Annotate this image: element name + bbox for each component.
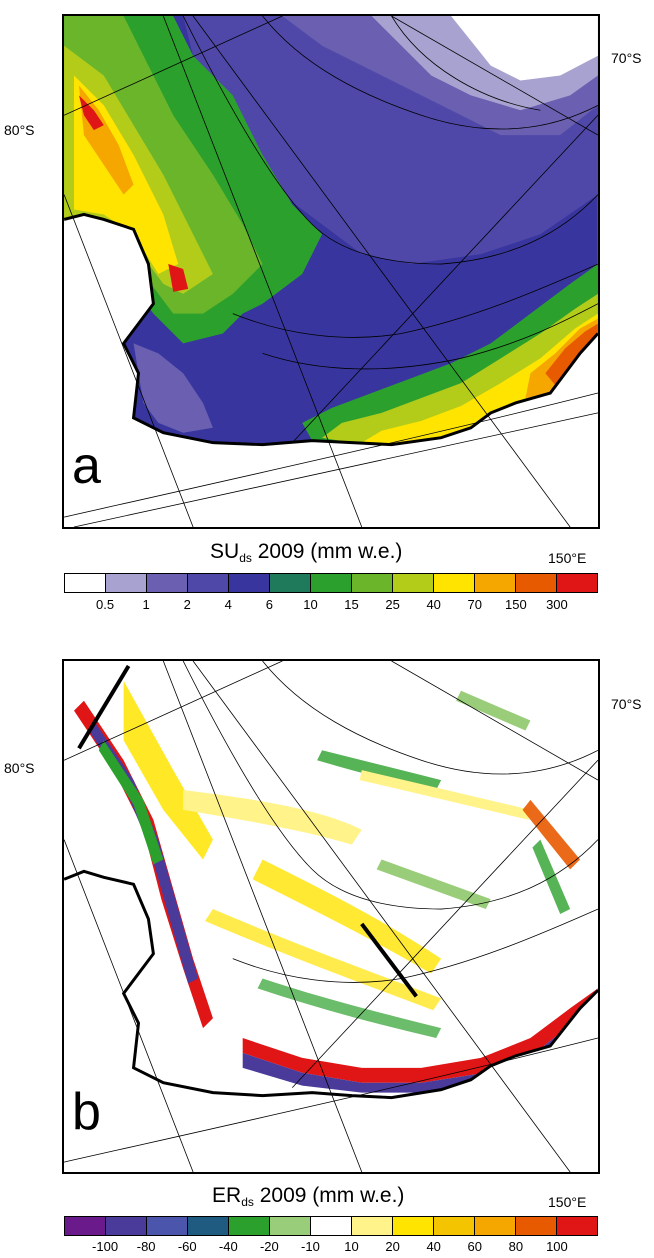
colorbar-swatch <box>106 1217 147 1235</box>
colorbar-tick-label: 60 <box>467 1239 482 1254</box>
colorbar-tick-label: 20 <box>385 1239 400 1254</box>
legend-b-title: ERds 2009 (mm w.e.) <box>212 1184 405 1209</box>
colorbar-swatch <box>557 1217 597 1235</box>
colorbar-tick-label: -40 <box>218 1239 238 1254</box>
colorbar-tick-label: 2 <box>183 597 191 612</box>
map-panel-b <box>62 659 600 1174</box>
lat-label-80s-a: 80°S <box>4 122 35 138</box>
colorbar-tick-label: -100 <box>92 1239 119 1254</box>
colorbar-swatch <box>475 574 516 592</box>
lat-label-80s-b: 80°S <box>4 760 35 776</box>
colorbar-swatch <box>270 574 311 592</box>
colorbar-tick-label: 10 <box>344 1239 359 1254</box>
transect-line-2 <box>360 922 418 998</box>
colorbar-tick-label: 100 <box>546 1239 568 1254</box>
colorbar-tick-label: -80 <box>136 1239 156 1254</box>
colorbar-tick-label: 1 <box>142 597 150 612</box>
colorbar-swatch <box>188 574 229 592</box>
colorbar-swatch <box>147 1217 188 1235</box>
transect-line-1 <box>77 664 131 750</box>
colorbar-swatch <box>229 574 270 592</box>
lat-label-70s-b: 70°S <box>611 696 642 712</box>
lon-label-150e-b: 150°E <box>548 1194 587 1210</box>
colorbar-tick-label: 300 <box>546 597 568 612</box>
colorbar-swatch <box>475 1217 516 1235</box>
map-panel-a <box>62 14 600 529</box>
colorbar-swatch <box>434 1217 475 1235</box>
colorbar-tick-label: 4 <box>224 597 232 612</box>
lon-label-150e-a: 150°E <box>548 550 587 566</box>
colorbar-swatch <box>434 574 475 592</box>
colorbar-tick-label: 6 <box>265 597 273 612</box>
colorbar-tick-label: 0.5 <box>96 597 115 612</box>
colorbar-swatch <box>270 1217 311 1235</box>
colorbar-tick-label: 15 <box>344 597 359 612</box>
colorbar-tick-label: 70 <box>467 597 482 612</box>
colorbar-swatch <box>147 574 188 592</box>
colorbar-tick-label: 40 <box>426 597 441 612</box>
colorbar-tick-label: -20 <box>259 1239 279 1254</box>
colorbar-tick-label: 10 <box>303 597 318 612</box>
panel-a-letter: a <box>72 437 101 495</box>
colorbar-swatch <box>311 574 352 592</box>
colorbar-swatch <box>516 574 557 592</box>
colorbar-tick-label: 80 <box>508 1239 524 1254</box>
lat-label-70s-a: 70°S <box>611 50 642 66</box>
colorbar-swatch <box>65 574 106 592</box>
colorbar-swatch <box>516 1217 557 1235</box>
colorbar-swatch <box>352 574 393 592</box>
colorbar-swatch <box>393 574 434 592</box>
colorbar-swatch <box>311 1217 352 1235</box>
map-a-graphic <box>64 16 598 527</box>
colorbar-swatch <box>352 1217 393 1235</box>
colorbar-swatch <box>106 574 147 592</box>
colorbar-swatch <box>188 1217 229 1235</box>
colorbar-swatch <box>65 1217 106 1235</box>
colorbar-a-labels: 0.5 1 2 4 6 10 15 25 40 70 150 300 <box>64 597 598 615</box>
coastline <box>64 869 598 1100</box>
colorbar-b <box>64 1216 598 1236</box>
colorbar-tick-label: 25 <box>385 597 400 612</box>
legend-a-title: SUds 2009 (mm w.e.) <box>210 540 403 565</box>
colorbar-swatch <box>393 1217 434 1235</box>
map-b-graphic <box>64 661 598 1172</box>
colorbar-a <box>64 573 598 593</box>
colorbar-tick-label: -10 <box>301 1239 320 1254</box>
panel-b-letter: b <box>72 1083 101 1141</box>
colorbar-swatch <box>557 574 597 592</box>
colorbar-tick-label: 150 <box>504 597 527 612</box>
colorbar-tick-label: -60 <box>177 1239 197 1254</box>
colorbar-swatch <box>229 1217 270 1235</box>
coastline <box>64 212 598 447</box>
colorbar-b-labels: -100 -80 -60 -40 -20 -10 10 20 40 60 80 100 <box>64 1239 598 1257</box>
colorbar-tick-label: 40 <box>426 1239 441 1254</box>
